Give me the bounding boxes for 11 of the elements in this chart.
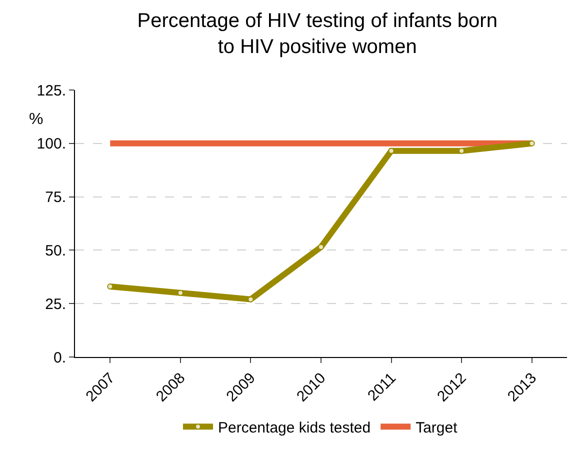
y-tick-label: 125. [36, 82, 66, 100]
y-axis-title: % [29, 111, 44, 128]
y-tick-label: 100. [36, 136, 66, 153]
y-tick-label: 25. [45, 296, 66, 313]
y-tick-label: 75. [45, 189, 66, 206]
y-tick-label: 0. [53, 349, 66, 366]
point [318, 244, 324, 250]
legend-label: Percentage kids tested [218, 420, 371, 436]
y-tick-label: 50. [45, 242, 66, 260]
chart-title: Percentage of HIV testing of infants born to HIV positive women [137, 10, 498, 58]
legend-label: Target [416, 420, 458, 436]
